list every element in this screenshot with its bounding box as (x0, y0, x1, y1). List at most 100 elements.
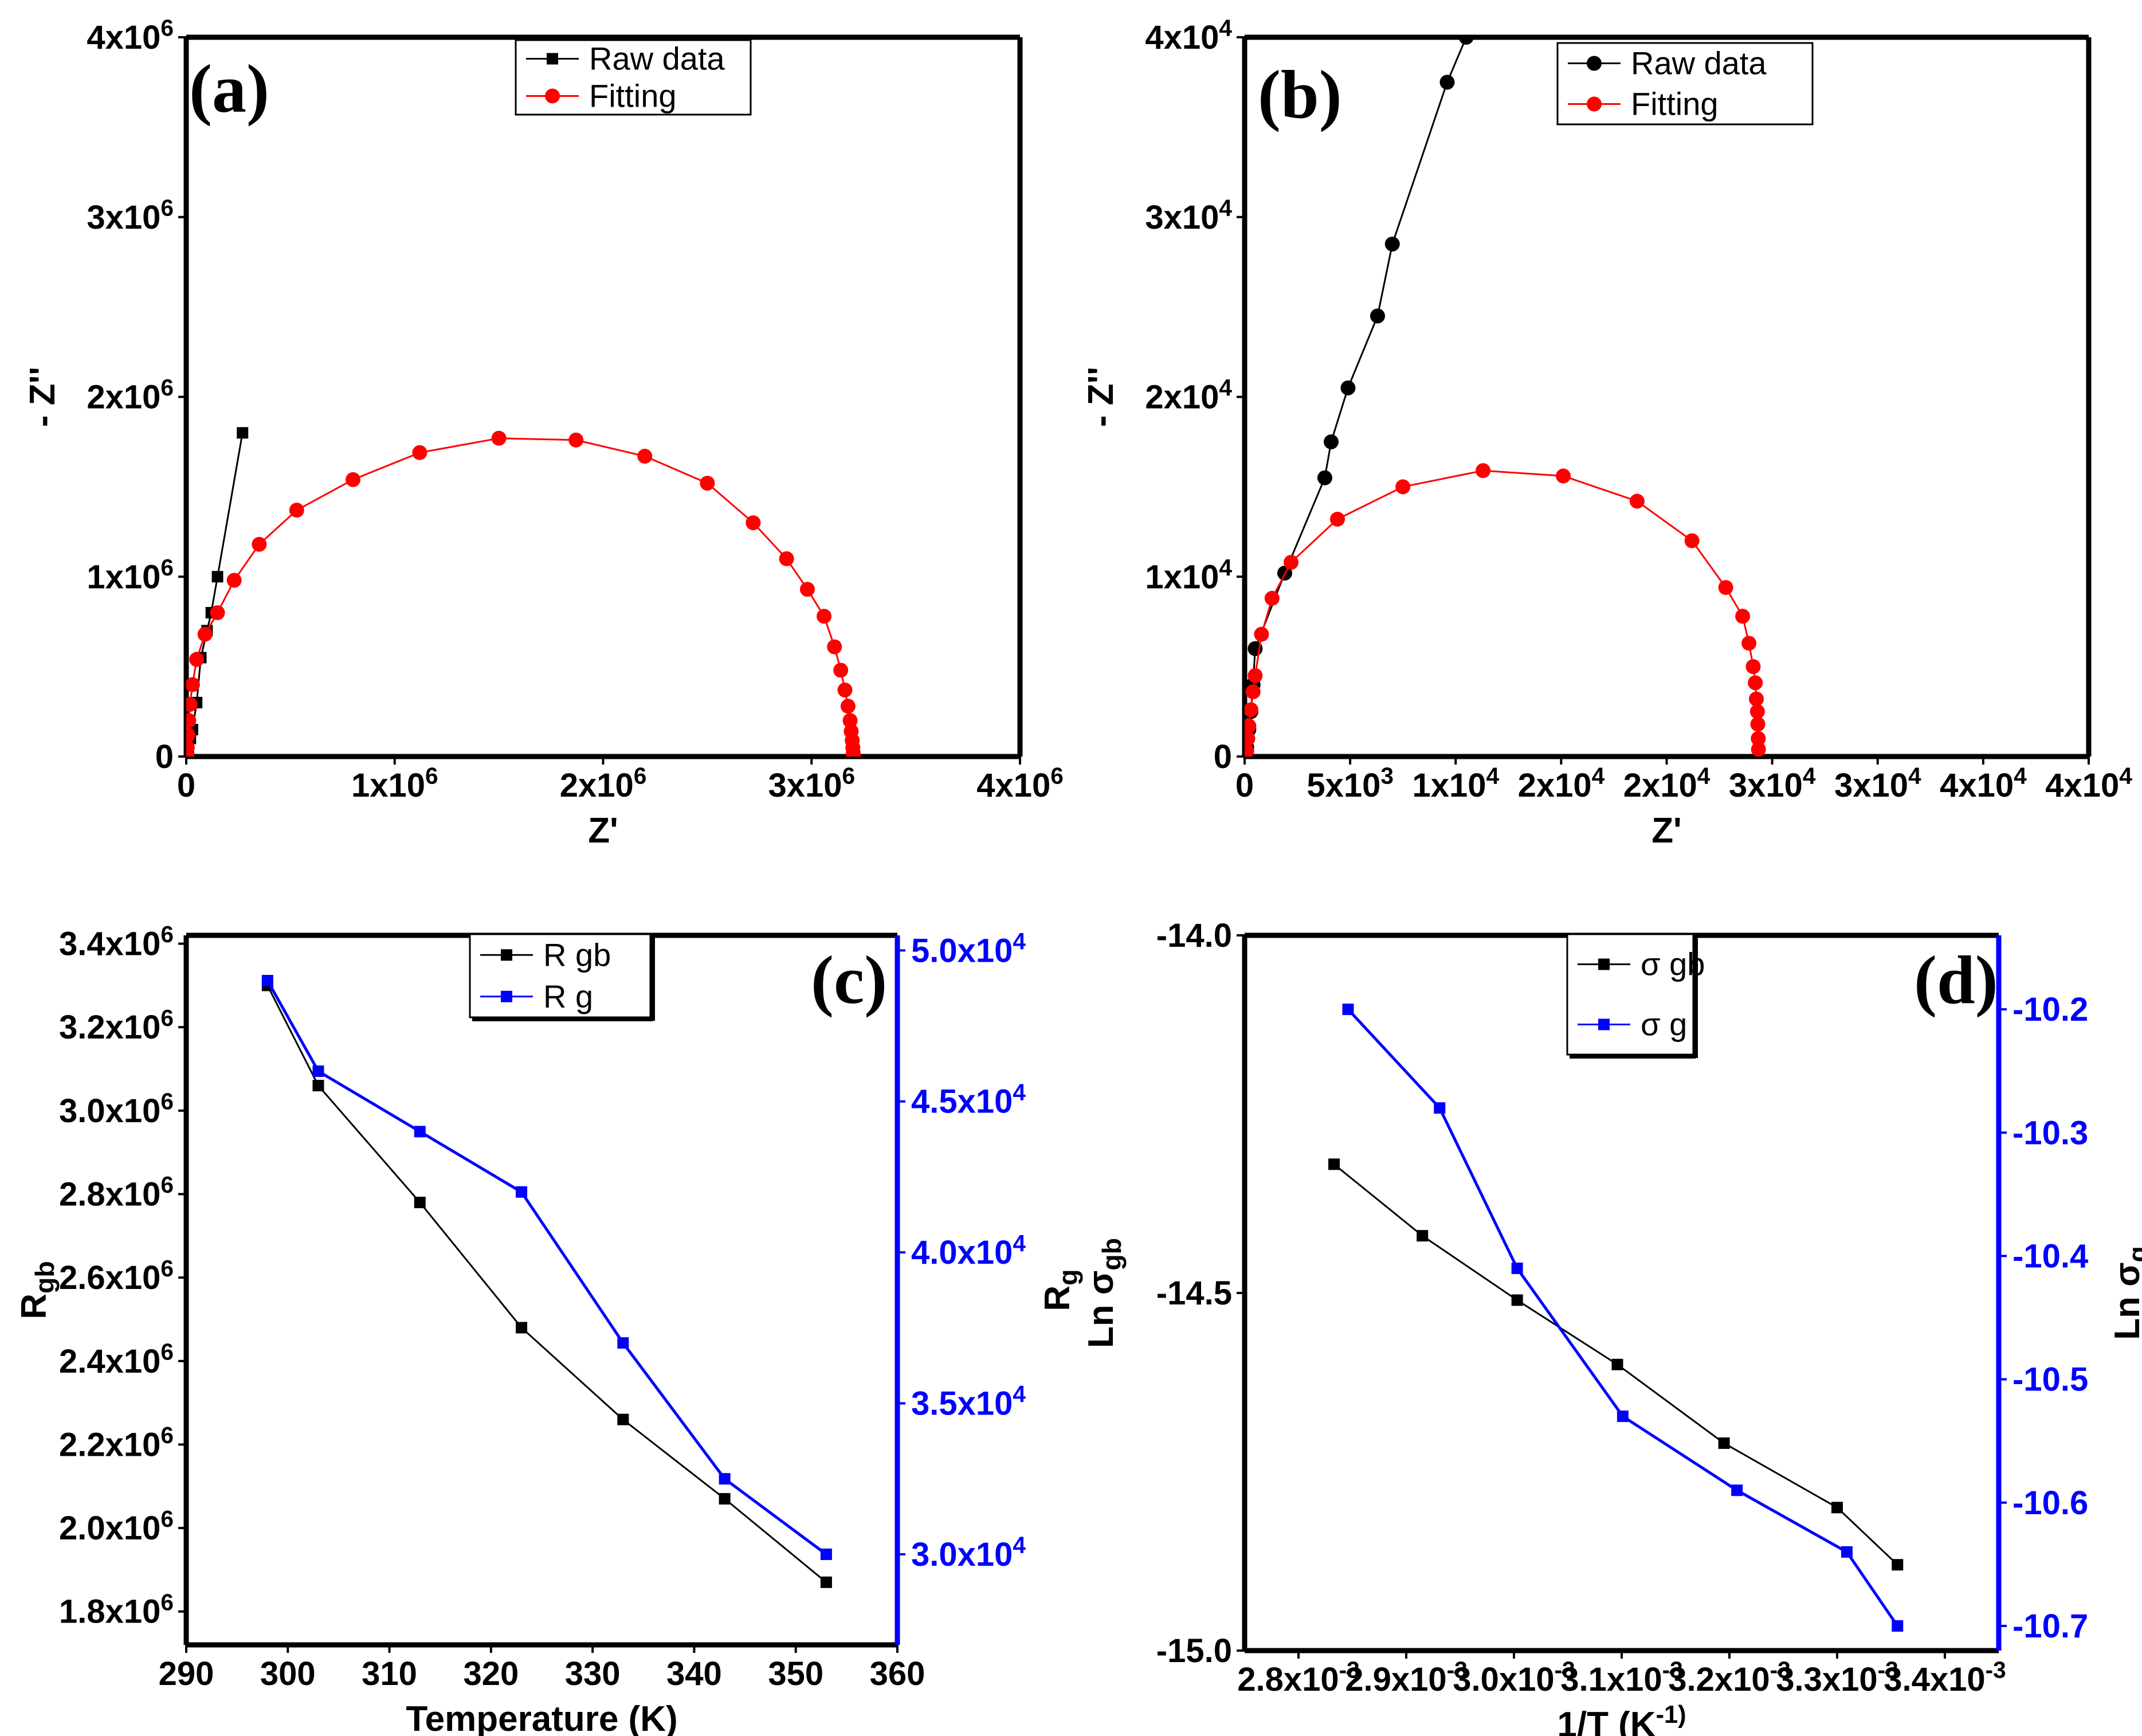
data-point (568, 432, 584, 448)
data-point (1439, 75, 1455, 90)
data-point (846, 748, 861, 757)
data-point (1511, 1262, 1523, 1274)
x-tick-label: 3x104 (1834, 763, 1921, 804)
data-point (746, 515, 761, 531)
data-point (1328, 1158, 1340, 1170)
data-point (186, 727, 195, 743)
chart-panel-d: 2.8x10-32.9x10-33.0x10-33.1x10-33.2x10-3… (1081, 917, 2142, 1736)
data-point (820, 1548, 832, 1560)
data-point (1684, 533, 1700, 548)
y-right-tick-label: -10.5 (2012, 1361, 2088, 1398)
data-point (833, 663, 849, 678)
data-point (186, 740, 195, 755)
x-tick-label: 3x104 (1729, 763, 1816, 804)
y-tick-label: 0 (1214, 738, 1232, 775)
data-point (617, 1413, 629, 1425)
y-right-axis-title: Rg (1038, 1269, 1083, 1311)
x-tick-label: 290 (159, 1655, 214, 1692)
data-point (837, 682, 853, 697)
data-point (1317, 470, 1332, 485)
data-point (211, 571, 223, 583)
data-point (1511, 1294, 1523, 1306)
data-point (312, 1065, 324, 1077)
y-right-tick-label: 4.5x104 (911, 1079, 1026, 1120)
data-point (414, 1197, 426, 1209)
legend-swatch-marker (547, 53, 558, 65)
x-tick-label: 300 (260, 1655, 316, 1692)
x-tick-label: 3.1x10-3 (1560, 1657, 1683, 1698)
data-point (820, 1576, 832, 1588)
data-point (1718, 1437, 1730, 1449)
legend-swatch-marker (1598, 958, 1610, 970)
y-right-tick-label: -10.4 (2012, 1237, 2088, 1275)
y-tick-label: 3x104 (1145, 194, 1232, 236)
x-tick-label: 3x106 (768, 763, 855, 804)
y-right-tick-label: -10.3 (2012, 1114, 2088, 1151)
x-tick-label: 0 (1235, 767, 1254, 804)
x-tick-label: 3.3x10-3 (1776, 1657, 1898, 1698)
legend: σ gb σ g (1566, 933, 1705, 1059)
data-point (840, 699, 856, 714)
panel-label: (d) (1914, 942, 1998, 1018)
legend-label: R gb (543, 936, 611, 973)
data-point (1245, 684, 1261, 700)
legend: R gb R g (469, 933, 655, 1021)
data-point (252, 536, 267, 552)
data-point (516, 1322, 528, 1334)
panel-label: (b) (1258, 56, 1342, 132)
y-tick-label: 4x106 (87, 15, 174, 56)
data-point (1395, 479, 1411, 495)
x-tick-label: 2.8x10-3 (1237, 1657, 1360, 1698)
y-axis-title: Rgb (14, 1261, 60, 1319)
y-right-tick-label: -10.6 (2012, 1484, 2088, 1522)
data-point (1735, 609, 1751, 624)
data-point (1245, 743, 1254, 757)
series-fitting (1245, 463, 1766, 757)
x-tick-label: 4x104 (1940, 763, 2027, 804)
data-point (186, 713, 197, 728)
y-right-tick-label: 5.0x104 (911, 928, 1026, 969)
data-point (1330, 511, 1345, 527)
y-tick-label: -14.0 (1156, 917, 1232, 954)
legend-swatch-marker (1587, 56, 1602, 71)
y-tick-label: 1.8x106 (59, 1589, 174, 1630)
data-point (312, 1080, 324, 1092)
x-axis-title: Z' (1651, 811, 1682, 851)
data-point (1892, 1620, 1904, 1632)
data-point (1751, 731, 1766, 746)
data-point (189, 652, 205, 667)
data-point (1611, 1358, 1623, 1370)
data-point (289, 503, 304, 518)
data-point (1284, 555, 1299, 570)
x-tick-label: 320 (463, 1655, 519, 1692)
data-point (1749, 691, 1764, 707)
legend-swatch-marker (545, 88, 560, 104)
data-point (1751, 742, 1766, 757)
data-point (1741, 636, 1757, 651)
y-tick-label: 2x104 (1145, 374, 1232, 416)
chart-panel-b: 0 5x103 1x104 2x104 2x104 3x104 3x104 4x104 4x10… (1081, 15, 2132, 851)
data-point (1417, 1230, 1429, 1242)
data-point (226, 573, 242, 588)
x-tick-label: 360 (870, 1655, 925, 1692)
data-point (346, 472, 360, 487)
data-point (1892, 1559, 1904, 1571)
data-point (1245, 702, 1259, 718)
data-point (1247, 668, 1263, 683)
x-axis-title: 1/T (K-1) (1557, 1701, 1686, 1736)
x-tick-label: 2x106 (560, 763, 647, 804)
legend-swatch-marker (501, 949, 512, 961)
x-tick-label: 3.4x10-3 (1884, 1657, 2006, 1698)
y-right-axis-title: Ln σg (2108, 1246, 2142, 1340)
y-tick-label: 3.0x106 (59, 1088, 174, 1130)
data-point (1556, 468, 1571, 484)
x-axis-title: Z' (588, 811, 618, 851)
x-tick-label: 330 (565, 1655, 621, 1692)
y-right-tick-label: 3.0x104 (911, 1532, 1026, 1573)
data-point (1617, 1410, 1629, 1422)
series-r-g (261, 975, 832, 1560)
x-tick-label: 340 (666, 1655, 722, 1692)
y-tick-label: 3.4x106 (59, 921, 174, 962)
data-point (516, 1186, 528, 1198)
data-point (1841, 1546, 1853, 1558)
